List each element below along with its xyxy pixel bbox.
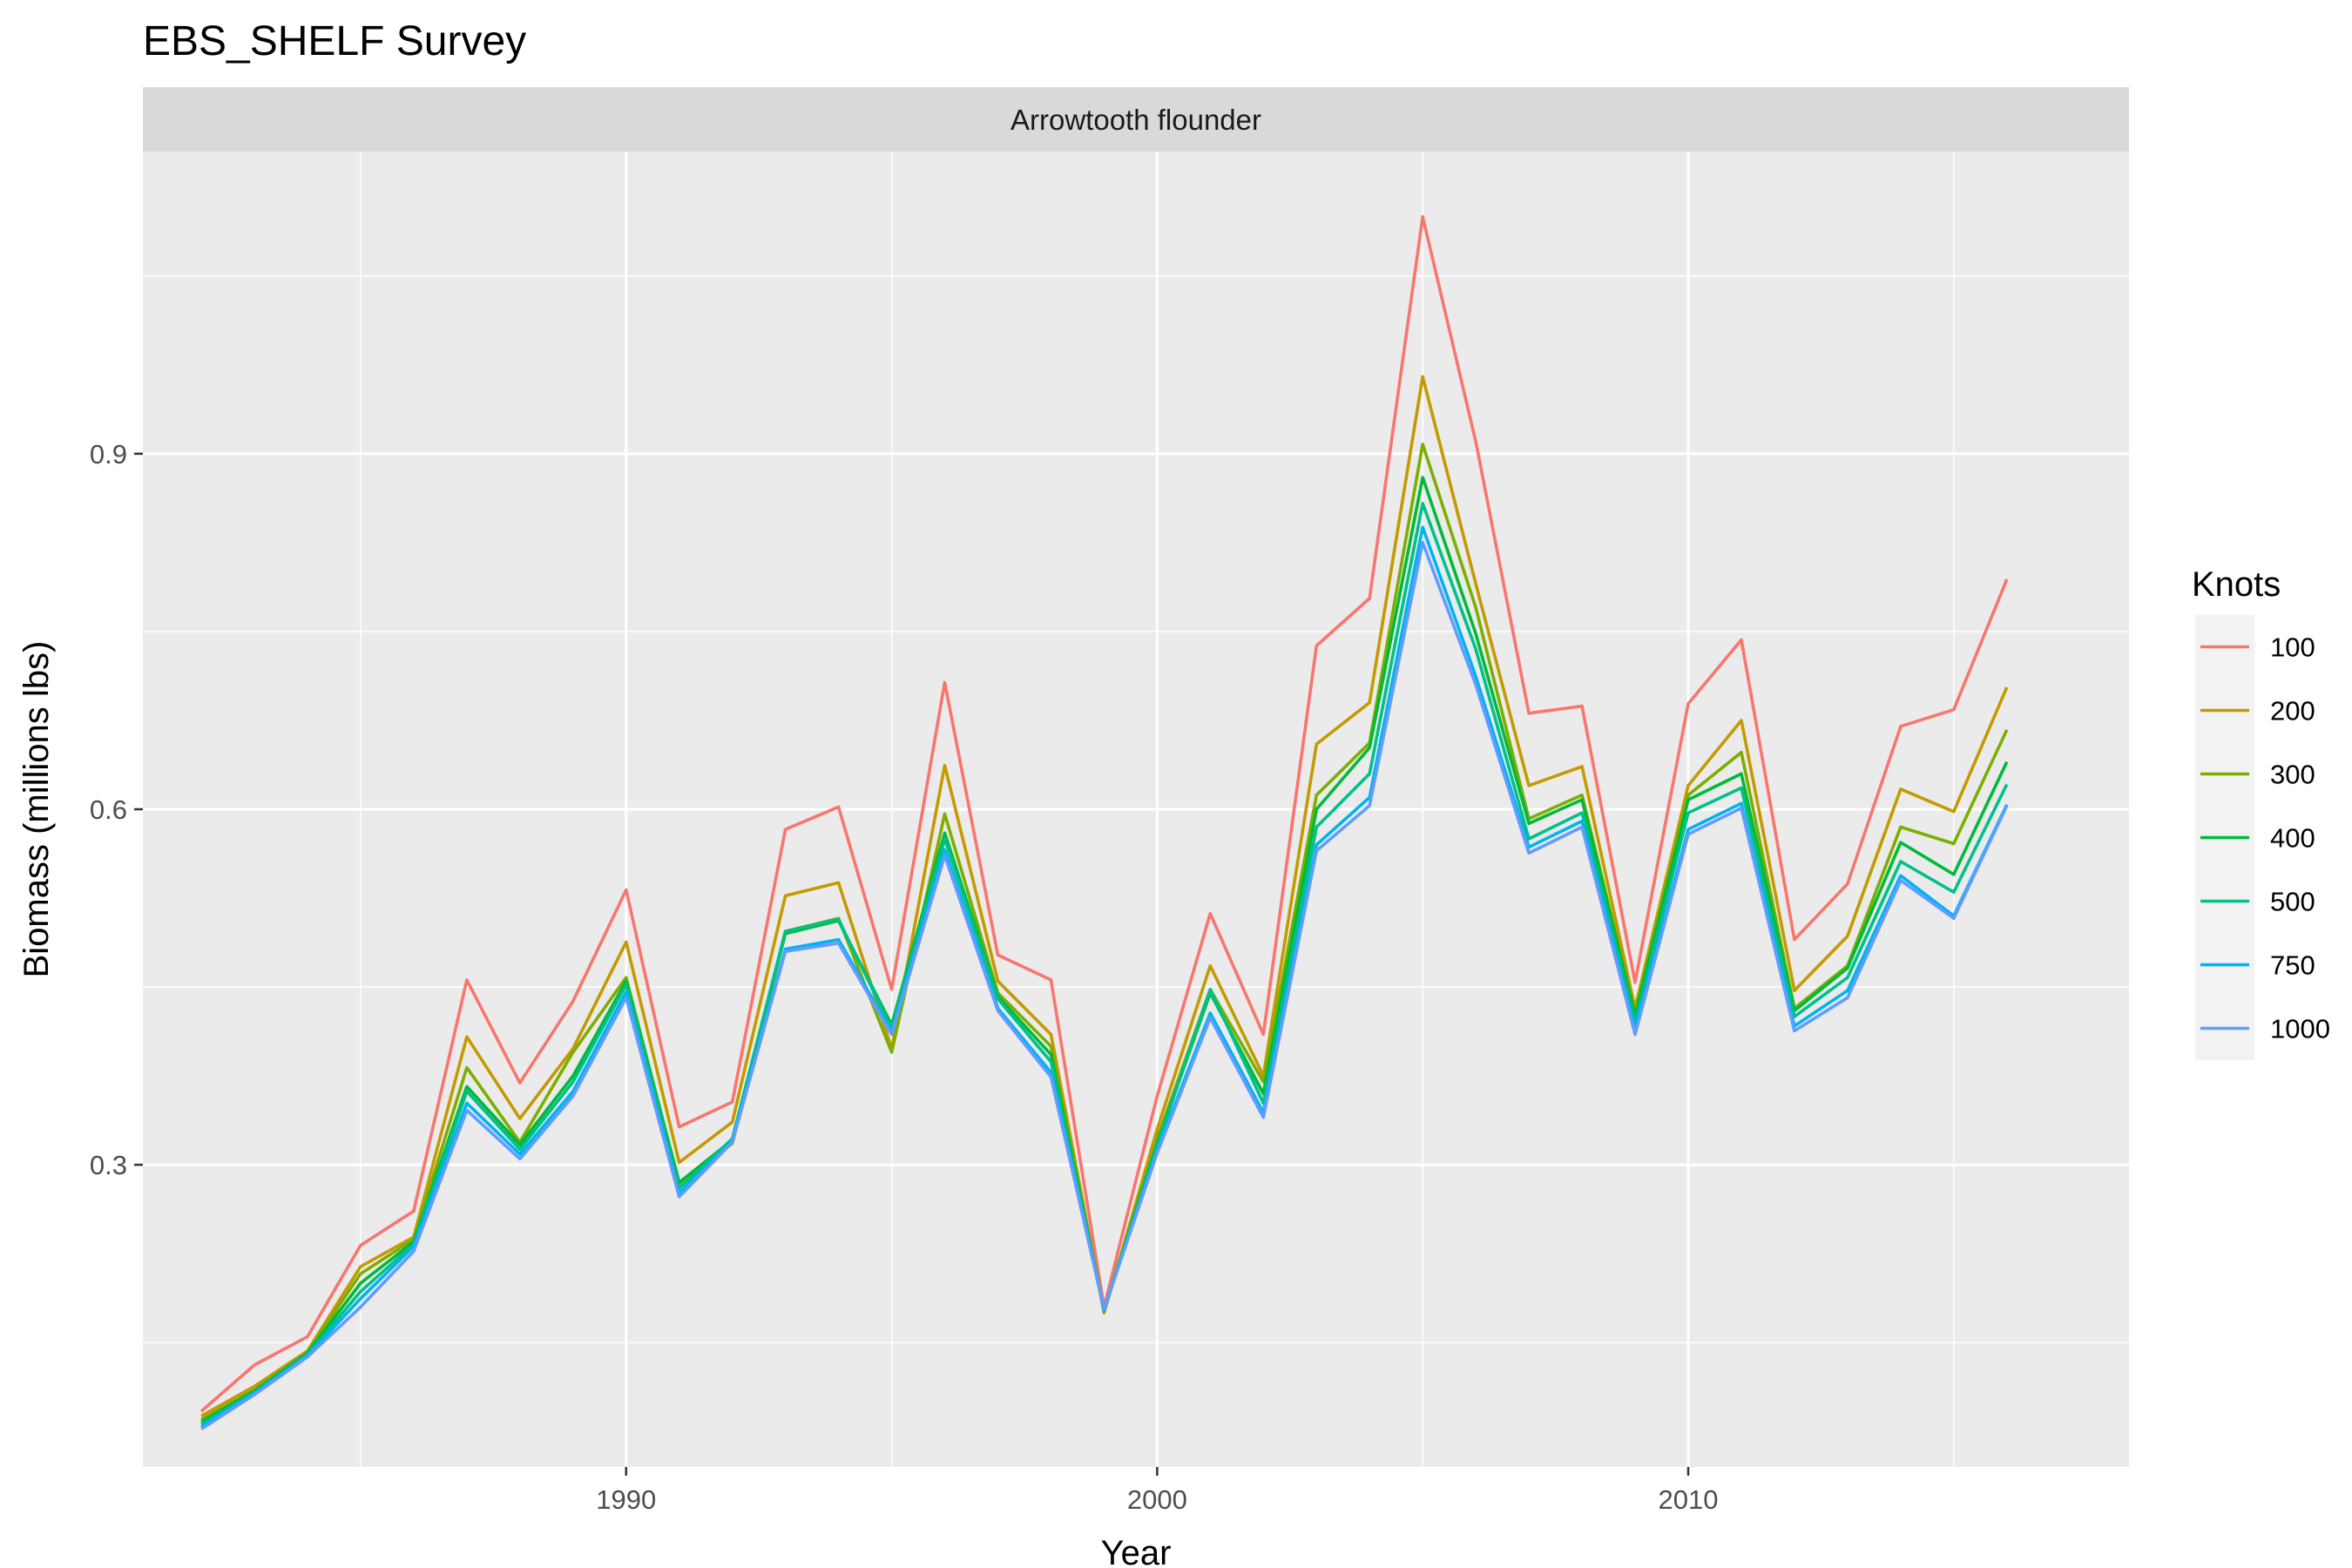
legend: Knots 100 200 300 400 500 750 1000: [2192, 565, 2330, 1060]
legend-items: 100 200 300 400 500 750 1000: [2195, 615, 2330, 1060]
major-gridlines: [143, 152, 2129, 1467]
y-tick-label: 0.6: [90, 794, 127, 825]
series-line-1000: [200, 541, 2009, 1431]
legend-label-1000: 1000: [2270, 1014, 2330, 1044]
x-tick-label: 1990: [596, 1484, 656, 1515]
legend-label-400: 400: [2270, 823, 2315, 854]
legend-label-100: 100: [2270, 632, 2315, 663]
x-tick-label: 2000: [1127, 1484, 1187, 1515]
x-tick-label: 2010: [1659, 1484, 1719, 1515]
y-tick-label: 0.9: [90, 439, 127, 470]
legend-label-200: 200: [2270, 696, 2315, 727]
x-axis-title: Year: [1101, 1534, 1172, 1568]
y-axis: 0.3 0.6 0.9: [90, 439, 143, 1180]
series-lines: [199, 215, 2009, 1431]
facet-label: Arrowtooth flounder: [1010, 104, 1261, 136]
y-tick-label: 0.3: [90, 1150, 127, 1180]
facet-strip: [143, 87, 2129, 152]
legend-label-750: 750: [2270, 950, 2315, 981]
y-axis-title: Biomass (millions lbs): [17, 641, 56, 978]
legend-label-300: 300: [2270, 760, 2315, 790]
legend-title: Knots: [2192, 565, 2281, 604]
x-axis: 1990 2000 2010: [596, 1467, 1718, 1515]
chart-title: EBS_SHELF Survey: [143, 18, 526, 64]
legend-label-500: 500: [2270, 887, 2315, 917]
